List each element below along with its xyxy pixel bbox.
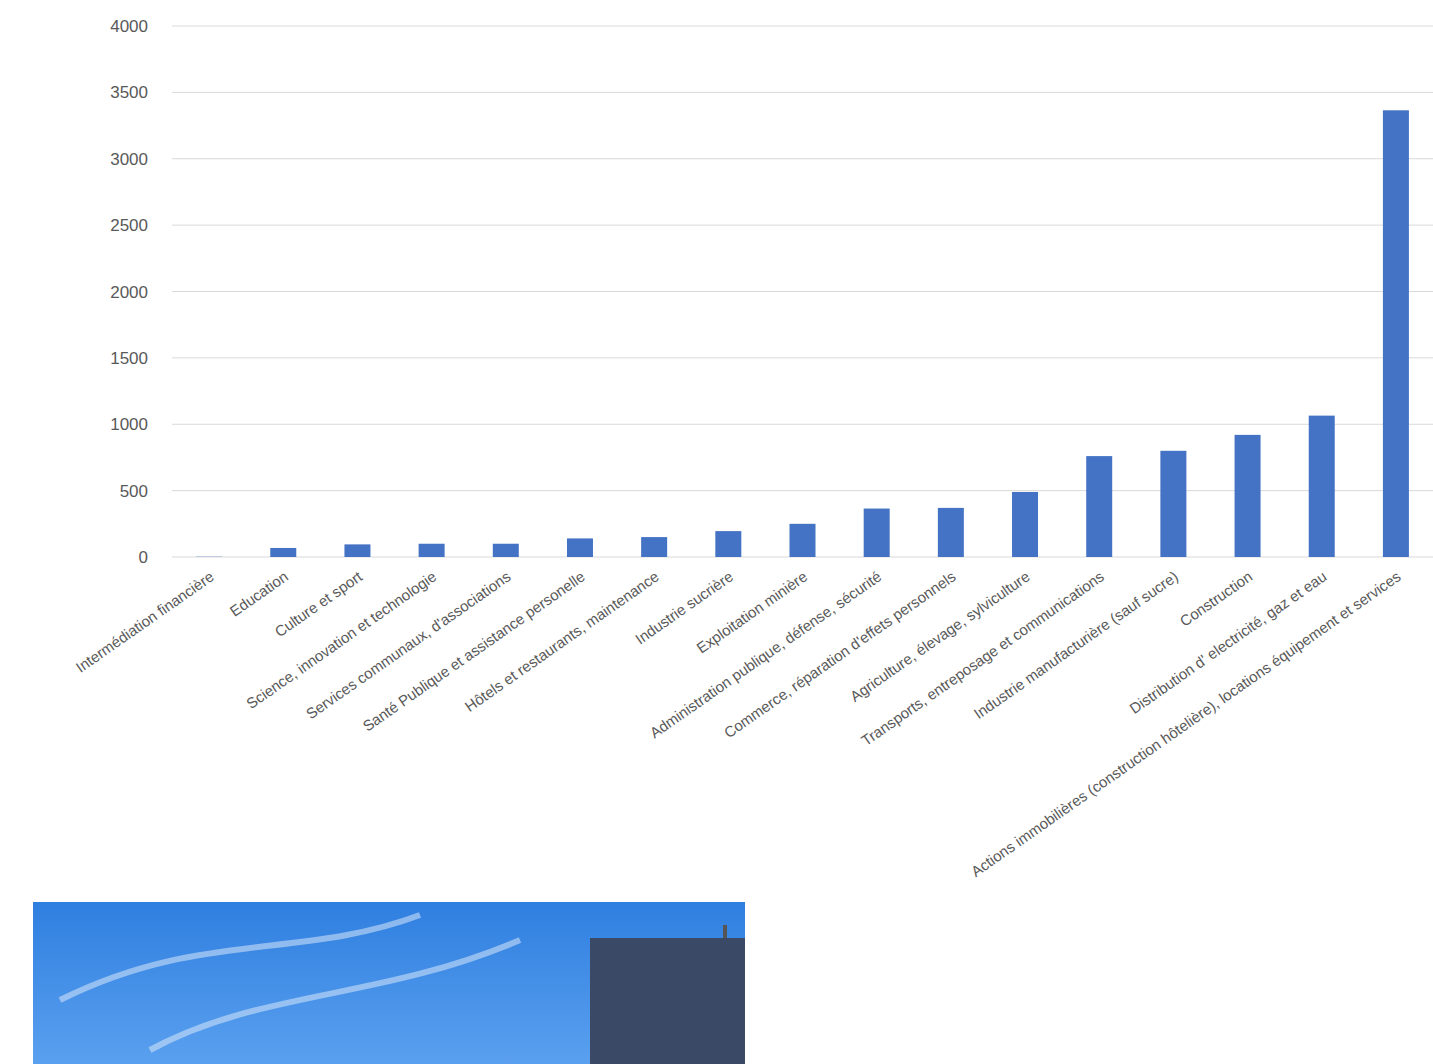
bar [1235, 435, 1261, 557]
grid-line [172, 291, 1433, 292]
photo [33, 902, 745, 1064]
grid-line [172, 225, 1433, 226]
y-tick-label: 2000 [110, 283, 148, 302]
bar [1309, 416, 1335, 557]
y-tick-label: 1500 [110, 349, 148, 368]
grid-line [172, 424, 1433, 425]
bar [493, 544, 519, 557]
bar [1160, 451, 1186, 557]
bar [196, 556, 222, 557]
bar [641, 537, 667, 557]
bar [270, 548, 296, 557]
y-tick-label: 500 [120, 482, 148, 501]
bar [715, 531, 741, 557]
y-tick-label: 3500 [110, 83, 148, 102]
grid-line [172, 92, 1433, 93]
grid-line [172, 26, 1433, 27]
grid-line [172, 158, 1433, 159]
bar [344, 544, 370, 557]
y-tick-label: 4000 [110, 17, 148, 36]
x-tick-label: Actions immobilières (construction hôtel… [968, 568, 1404, 880]
photo-building [590, 938, 745, 1064]
grid-line [172, 357, 1433, 358]
bar [1012, 492, 1038, 557]
bar [567, 538, 593, 557]
y-tick-label: 1000 [110, 415, 148, 434]
x-tick-label: Intermédiation financière [72, 568, 216, 676]
chart: 0 500 1000 1500 2000 2500 3000 3500 4000 Interméd… [0, 0, 1433, 1064]
y-tick-label: 3000 [110, 150, 148, 169]
x-tick-label: Education [227, 568, 291, 620]
y-tick-label: 0 [139, 548, 148, 567]
photo-cloud [60, 915, 520, 1050]
bars [196, 110, 1409, 557]
bar [1086, 456, 1112, 557]
y-tick-label: 2500 [110, 216, 148, 235]
x-tick-label: Hôtels et restaurants, maintenance [462, 568, 662, 715]
bar [1383, 110, 1409, 557]
bar [790, 524, 816, 557]
bar [864, 509, 890, 557]
bar [419, 544, 445, 557]
bar [938, 508, 964, 557]
